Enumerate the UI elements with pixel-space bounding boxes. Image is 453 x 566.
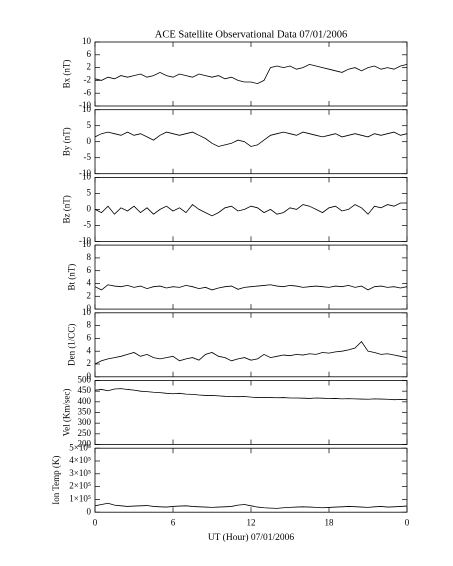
data-line [94,502,408,509]
y-axis-label: Vel (Km/sec) [61,389,71,437]
y-axis-label: Ion Temp (K) [51,456,61,505]
y-axis-label: Bt (nT) [67,264,77,291]
y-tick-label: 10 [82,307,92,317]
y-tick-label: 4 [87,345,92,355]
y-tick-label: 500 [78,375,92,385]
x-tick-label: 0 [405,517,410,527]
y-tick-label: 0 [87,506,92,516]
y-tick-label: 0 [87,203,92,213]
y-tick-label: 4 [87,278,92,288]
data-line [94,202,407,217]
y-tick-label: 2 [87,62,92,72]
data-line [94,284,408,291]
y-tick-label: -10 [79,168,91,178]
y-tick-label: 2 [87,290,92,300]
x-tick-label: 0 [93,517,98,527]
chart-title: ACE Satellite Observational Data 07/01/2… [155,29,347,40]
y-axis-label: Bz (nT) [61,195,71,223]
y-axis-label: By (nT) [61,127,71,156]
y-tick-label: 10 [82,104,92,114]
y-tick-label: 300 [78,417,92,427]
x-tick-label: 6 [171,517,176,527]
y-tick-label: 2 [87,358,92,368]
y-tick-label: 2×10⁵ [69,481,91,491]
y-tick-label: 250 [78,428,92,438]
y-tick-label: 4×10⁵ [69,455,91,465]
y-tick-label: 350 [78,407,92,417]
y-tick-label: 5 [87,120,92,130]
data-line [94,63,408,85]
y-tick-label: 450 [78,385,92,395]
y-tick-label: 6 [87,49,92,59]
x-axis-label: UT (Hour) 07/01/2006 [208,532,295,543]
y-tick-label: 0 [87,371,92,381]
y-tick-label: -10 [79,235,91,245]
y-tick-label: -5 [84,152,92,162]
y-tick-label: 5×10⁵ [69,442,91,452]
y-tick-label: 8 [87,320,92,330]
data-line [94,340,408,365]
y-tick-label: 5 [87,187,92,197]
data-line [94,131,408,147]
y-tick-label: -10 [79,100,91,110]
y-tick-label: -2 [84,74,92,84]
y-tick-label: 1×10⁵ [69,493,91,503]
x-tick-label: 12 [247,517,256,527]
y-tick-label: 400 [78,396,92,406]
y-tick-label: 0 [87,136,92,146]
y-axis-label: Den (1/CC) [67,324,77,366]
y-tick-label: 3×10⁵ [69,468,91,478]
y-tick-label: -6 [84,87,92,97]
y-tick-label: 6 [87,332,92,342]
y-tick-label: 10 [82,171,92,181]
data-line [94,388,408,401]
y-tick-label: 200 [78,439,92,449]
y-axis-label: Bx (nT) [61,60,71,89]
y-tick-label: 10 [82,36,92,46]
y-tick-label: 10 [82,239,92,249]
y-tick-label: 8 [87,252,92,262]
y-tick-label: 6 [87,265,92,275]
y-tick-label: 0 [87,303,92,313]
x-tick-label: 18 [325,517,335,527]
y-tick-label: -5 [84,219,92,229]
